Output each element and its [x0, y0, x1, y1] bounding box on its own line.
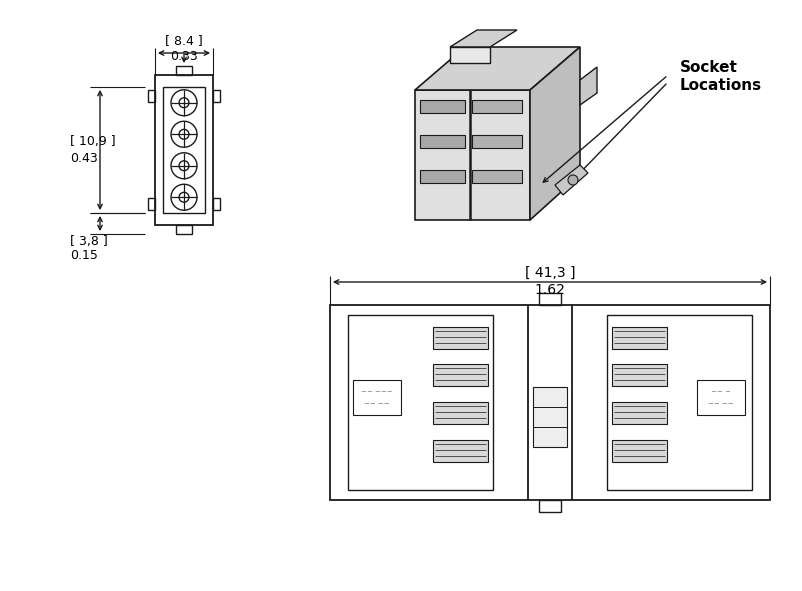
- Text: 0.33: 0.33: [170, 50, 197, 63]
- Bar: [213, 198, 220, 210]
- Bar: [432, 402, 488, 424]
- Text: [ 41,3 ]: [ 41,3 ]: [524, 266, 574, 280]
- Bar: [432, 327, 488, 349]
- Polygon shape: [579, 67, 596, 105]
- Text: [ 3,8 ]: [ 3,8 ]: [70, 235, 107, 248]
- Text: [ 8.4 ]: [ 8.4 ]: [165, 34, 203, 47]
- Polygon shape: [529, 47, 579, 220]
- Bar: [148, 90, 155, 102]
- Polygon shape: [554, 165, 587, 195]
- Bar: [213, 90, 220, 102]
- Bar: [330, 305, 769, 500]
- Bar: [611, 402, 666, 424]
- Text: ~~ ~: ~~ ~: [711, 389, 730, 395]
- Bar: [611, 364, 666, 386]
- Text: 0.43: 0.43: [70, 151, 98, 164]
- Bar: [353, 380, 400, 415]
- Bar: [432, 364, 488, 386]
- Bar: [419, 100, 464, 113]
- Bar: [472, 135, 521, 148]
- Bar: [163, 87, 205, 213]
- Bar: [419, 170, 464, 183]
- Polygon shape: [415, 90, 529, 220]
- Text: Locations: Locations: [679, 77, 761, 93]
- Text: ~~ ~~: ~~ ~~: [363, 401, 390, 407]
- Circle shape: [567, 175, 577, 185]
- Text: ~~ ~~: ~~ ~~: [707, 401, 733, 407]
- Bar: [432, 440, 488, 462]
- Bar: [347, 315, 492, 490]
- Bar: [611, 327, 666, 349]
- Polygon shape: [449, 47, 489, 63]
- Bar: [538, 500, 561, 512]
- Bar: [606, 315, 751, 490]
- Bar: [419, 135, 464, 148]
- Bar: [611, 440, 666, 462]
- Bar: [533, 387, 566, 447]
- Polygon shape: [415, 47, 579, 90]
- Text: ~~ ~~~: ~~ ~~~: [361, 389, 392, 395]
- Text: [ 10,9 ]: [ 10,9 ]: [70, 135, 115, 148]
- Bar: [176, 225, 192, 234]
- Bar: [472, 100, 521, 113]
- Bar: [472, 170, 521, 183]
- Bar: [696, 380, 744, 415]
- Bar: [155, 75, 213, 225]
- Bar: [538, 293, 561, 305]
- Polygon shape: [449, 30, 516, 47]
- Text: Socket: Socket: [679, 60, 737, 76]
- Bar: [148, 198, 155, 210]
- Text: 0.15: 0.15: [70, 249, 98, 262]
- Bar: [176, 66, 192, 75]
- Text: 1.62: 1.62: [534, 283, 565, 297]
